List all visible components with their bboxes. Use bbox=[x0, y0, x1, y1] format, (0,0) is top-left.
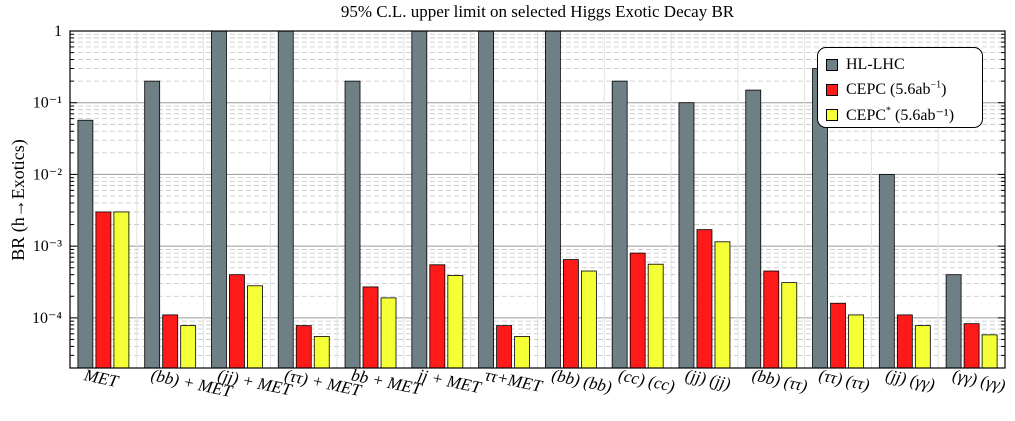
legend-swatch-cepc-star bbox=[826, 108, 838, 121]
legend-swatch-cepc bbox=[826, 83, 838, 96]
x-tick-label: (jj) (jj) bbox=[684, 365, 733, 393]
bar-cepc-star bbox=[981, 334, 998, 369]
y-tick-label: 10⁻² bbox=[33, 166, 62, 183]
bar-hl-lhc bbox=[544, 30, 561, 369]
x-tick-label: ττ+MET bbox=[483, 365, 545, 396]
y-tick-label: 10⁻⁴ bbox=[32, 310, 62, 327]
y-tick-label: 10⁻³ bbox=[33, 238, 62, 255]
bar-cepc-star bbox=[914, 325, 931, 369]
bar-cepc bbox=[229, 274, 245, 369]
x-tick-label: jj + MET bbox=[414, 365, 483, 398]
bar-hl-lhc bbox=[211, 30, 227, 369]
legend-swatch-hl-lhc bbox=[826, 58, 838, 71]
legend-label-hl-lhc: HL-LHC bbox=[846, 55, 905, 73]
bar-hl-lhc bbox=[77, 119, 94, 369]
legend-label-cepc-sup: −1 bbox=[930, 79, 942, 91]
y-axis-label: BR (h→Exotics) bbox=[8, 139, 29, 261]
legend-item-hl-lhc: HL-LHC bbox=[826, 52, 982, 77]
x-tick-label: (jj) (γγ) bbox=[884, 365, 937, 394]
bar-cepc-star bbox=[113, 211, 130, 369]
bar-cepc bbox=[562, 259, 579, 369]
bar-cepc bbox=[629, 252, 646, 369]
legend-label-cepc-star: CEPC bbox=[846, 106, 887, 124]
bar-cepc-star bbox=[180, 325, 197, 369]
legend-label-cepc: CEPC (5.6ab bbox=[846, 80, 931, 98]
bar-cepc bbox=[362, 286, 379, 369]
bar-hl-lhc bbox=[478, 30, 495, 369]
bar-hl-lhc bbox=[411, 30, 428, 369]
x-tick-label: (cc) (cc) bbox=[617, 365, 677, 396]
bars-layer bbox=[77, 30, 998, 369]
bar-cepc bbox=[162, 314, 179, 369]
plot-frame bbox=[69, 30, 1006, 369]
legend-label-cepc-star-sup: * bbox=[886, 105, 892, 117]
legend-item-cepc: CEPC (5.6ab−1) bbox=[826, 77, 982, 102]
bar-cepc bbox=[963, 323, 980, 369]
bar-hl-lhc bbox=[945, 274, 962, 369]
legend-label-cepc-suffix: ) bbox=[941, 80, 947, 98]
bar-hl-lhc bbox=[878, 174, 895, 369]
bar-cepc bbox=[763, 270, 780, 369]
y-tick-labels: 1 10⁻¹ 10⁻² 10⁻³ 10⁻⁴ bbox=[32, 23, 62, 327]
bar-hl-lhc bbox=[277, 30, 294, 369]
bar-cepc bbox=[896, 314, 913, 369]
x-tick-label: (bb) (bb) bbox=[550, 365, 614, 396]
x-tick-label: (bb) (ττ) bbox=[750, 365, 809, 395]
x-tick-label: (γγ) (γγ) bbox=[951, 365, 1008, 395]
bar-cepc-star bbox=[580, 270, 597, 369]
x-tick-label: bb + MET bbox=[350, 365, 425, 399]
bar-cepc-star bbox=[647, 263, 664, 369]
bar-cepc-star bbox=[714, 241, 731, 369]
bar-cepc bbox=[95, 211, 112, 369]
chart-title: 95% C.L. upper limit on selected Higgs E… bbox=[340, 2, 735, 21]
bar-cepc-star bbox=[380, 297, 397, 369]
bar-cepc-star bbox=[848, 314, 864, 369]
bar-cepc-star bbox=[447, 275, 464, 369]
bar-cepc-star bbox=[313, 336, 330, 369]
bar-cepc bbox=[696, 229, 713, 369]
x-tick-label: (ττ) (ττ) bbox=[817, 365, 871, 394]
x-tick-label: MET bbox=[82, 365, 122, 391]
bar-cepc bbox=[496, 325, 513, 369]
bar-cepc bbox=[295, 325, 312, 369]
legend: HL-LHC CEPC (5.6ab−1) CEPC* (5.6ab⁻¹) bbox=[817, 47, 983, 128]
y-tick-label: 1 bbox=[54, 23, 62, 40]
bar-hl-lhc bbox=[611, 80, 628, 369]
bar-hl-lhc bbox=[144, 80, 161, 369]
bar-cepc-star bbox=[247, 285, 263, 369]
bar-cepc-star bbox=[781, 282, 798, 369]
legend-label-cepc-star-suffix: (5.6ab⁻¹) bbox=[891, 106, 955, 124]
legend-item-cepc-star: CEPC* (5.6ab⁻¹) bbox=[826, 102, 982, 127]
bar-hl-lhc bbox=[678, 102, 695, 369]
y-tick-label: 10⁻¹ bbox=[33, 95, 62, 112]
bar-hl-lhc bbox=[344, 80, 361, 369]
bar-cepc-star bbox=[514, 336, 531, 369]
bar-cepc bbox=[830, 302, 846, 369]
bar-cepc bbox=[429, 264, 446, 369]
bar-hl-lhc bbox=[745, 89, 762, 369]
